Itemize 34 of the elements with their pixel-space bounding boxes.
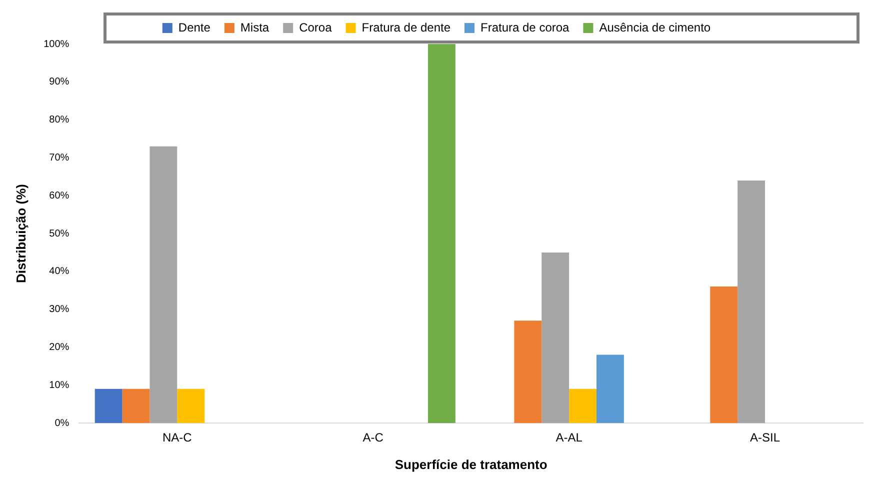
y-tick-label: 70% [49,152,70,164]
y-tick-label: 20% [49,342,70,353]
x-tick-label: A-C [362,430,384,445]
bar [738,180,766,423]
bar [177,388,205,423]
y-tick-label: 40% [49,266,70,278]
x-tick-label: NA-C [162,430,192,445]
y-tick-label: 50% [49,228,70,240]
y-tick-label: 100% [44,38,70,50]
legend-label: Fratura de coroa [480,20,570,34]
legend-label: Mista [240,20,270,34]
bar [569,388,596,423]
legend-label: Ausência de cimento [599,20,711,34]
bar [596,354,624,423]
y-tick-label: 30% [49,304,70,316]
bar [122,388,150,423]
legend-label: Fratura de dente [362,20,451,34]
legend-label: Coroa [299,20,332,34]
legend-label: Dente [178,20,211,34]
bar [542,252,570,423]
bar [94,388,122,423]
y-tick-label: 10% [49,380,70,391]
y-tick-label: 60% [49,190,70,202]
y-tick-label: 0% [54,418,70,429]
y-tick-label: 80% [49,114,70,126]
bar [514,320,542,423]
y-axis-title: Distribuição (%) [13,184,28,283]
x-tick-label: A-SIL [750,430,780,445]
bar [428,44,456,423]
x-tick-label: A-AL [556,430,583,445]
bar [150,146,178,423]
x-axis-title: Superfície de tratamento [394,456,548,472]
y-tick-label: 90% [49,76,70,88]
bar [710,286,738,423]
